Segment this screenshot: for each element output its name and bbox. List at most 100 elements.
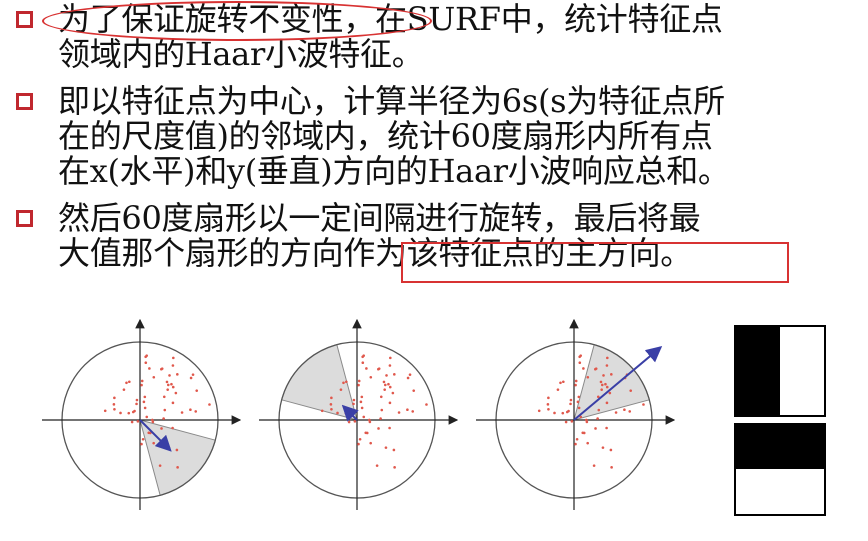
response-dot	[600, 383, 604, 387]
response-dot	[144, 355, 147, 359]
response-dot	[608, 391, 612, 395]
response-dot	[605, 426, 608, 430]
response-dot	[175, 448, 179, 452]
response-dot	[152, 441, 155, 445]
response-dot	[377, 367, 381, 370]
response-dot	[362, 415, 366, 419]
response-dot	[171, 385, 175, 389]
response-dot	[160, 367, 164, 370]
response-dot	[585, 420, 589, 424]
response-dot	[166, 383, 170, 387]
bullet-icon-1	[16, 11, 33, 28]
haar-y-filter	[734, 423, 826, 516]
response-dot	[411, 410, 415, 413]
response-dot	[113, 396, 116, 400]
response-dot	[131, 410, 135, 414]
response-dot	[148, 367, 151, 370]
orientation-arrow	[139, 419, 172, 452]
response-dot	[320, 409, 324, 413]
response-dot	[357, 442, 360, 446]
response-dot	[578, 361, 582, 365]
paragraph-line: 大值那个扇形的方向作为该特征点的主方向。	[58, 234, 693, 272]
response-dot	[151, 418, 154, 422]
response-dot	[564, 420, 568, 424]
response-dot	[344, 411, 348, 415]
response-dot	[605, 364, 609, 367]
response-dot	[163, 408, 167, 412]
response-dot	[388, 426, 391, 430]
response-dot	[391, 391, 395, 395]
response-dot	[570, 420, 574, 423]
response-dot	[586, 441, 589, 445]
response-dot	[575, 437, 579, 441]
response-dot	[585, 418, 588, 422]
response-dot	[112, 403, 116, 406]
response-dot	[141, 437, 145, 441]
response-dot	[122, 388, 126, 391]
response-dot	[329, 403, 333, 406]
response-dot	[359, 400, 363, 404]
response-dot	[559, 381, 562, 385]
response-dot	[597, 408, 601, 412]
response-dot	[384, 446, 388, 449]
response-dot	[579, 415, 583, 419]
response-dot	[330, 396, 333, 400]
response-dot	[113, 407, 116, 411]
response-dot	[586, 375, 590, 379]
response-dot	[406, 376, 410, 380]
response-dot	[556, 388, 560, 391]
response-dot	[547, 396, 550, 400]
response-dot	[171, 401, 175, 405]
response-dot	[358, 437, 362, 441]
response-dot	[569, 402, 572, 406]
response-dot	[397, 411, 401, 414]
response-dot	[130, 420, 134, 424]
response-dot	[582, 431, 586, 435]
response-dot	[368, 418, 371, 422]
response-dot	[352, 398, 356, 402]
response-dot	[170, 382, 173, 386]
response-dot	[361, 361, 365, 365]
response-dot	[151, 420, 155, 424]
response-dot	[582, 367, 585, 370]
response-dot	[389, 356, 392, 360]
response-dot	[546, 403, 550, 406]
response-dot	[347, 420, 351, 424]
response-dot	[605, 401, 609, 405]
response-dot	[599, 380, 603, 384]
response-dot	[610, 373, 613, 376]
response-dot	[194, 410, 198, 413]
response-dot	[379, 395, 383, 399]
response-dot	[537, 409, 541, 413]
response-dot	[377, 427, 380, 430]
response-dot	[339, 388, 343, 391]
response-dot	[600, 388, 603, 391]
response-dot	[127, 411, 131, 415]
response-dot	[189, 376, 193, 380]
response-dot	[143, 406, 147, 410]
response-dot	[380, 408, 384, 412]
response-dot	[195, 389, 199, 392]
response-dot	[360, 395, 364, 399]
response-dot	[379, 417, 382, 420]
response-dot	[361, 355, 364, 359]
response-dot	[148, 431, 152, 435]
response-dot	[342, 381, 345, 385]
response-dot	[165, 380, 169, 384]
response-dot	[365, 367, 368, 370]
paragraph-line: 然后60度扇形以一定间隔进行旋转，最后将最	[58, 199, 701, 237]
response-dot	[145, 415, 149, 419]
response-dot	[408, 373, 412, 376]
response-dot	[119, 411, 122, 415]
response-dot	[171, 364, 175, 367]
response-dot	[602, 374, 605, 377]
haar-x-black-half	[736, 327, 780, 415]
response-dot	[152, 375, 156, 379]
response-dot	[208, 403, 211, 406]
bullet-icon-2	[16, 93, 33, 110]
response-dot	[388, 401, 392, 405]
paragraph-sector-sum: 即以特征点为中心，计算半径为6s(s为特征点所 在的尺度值)的邻域内，统计60度…	[58, 84, 858, 189]
response-dot	[614, 411, 618, 414]
response-dot	[168, 374, 171, 377]
paragraph-line: 领域内的Haar小波特征。	[58, 35, 424, 73]
